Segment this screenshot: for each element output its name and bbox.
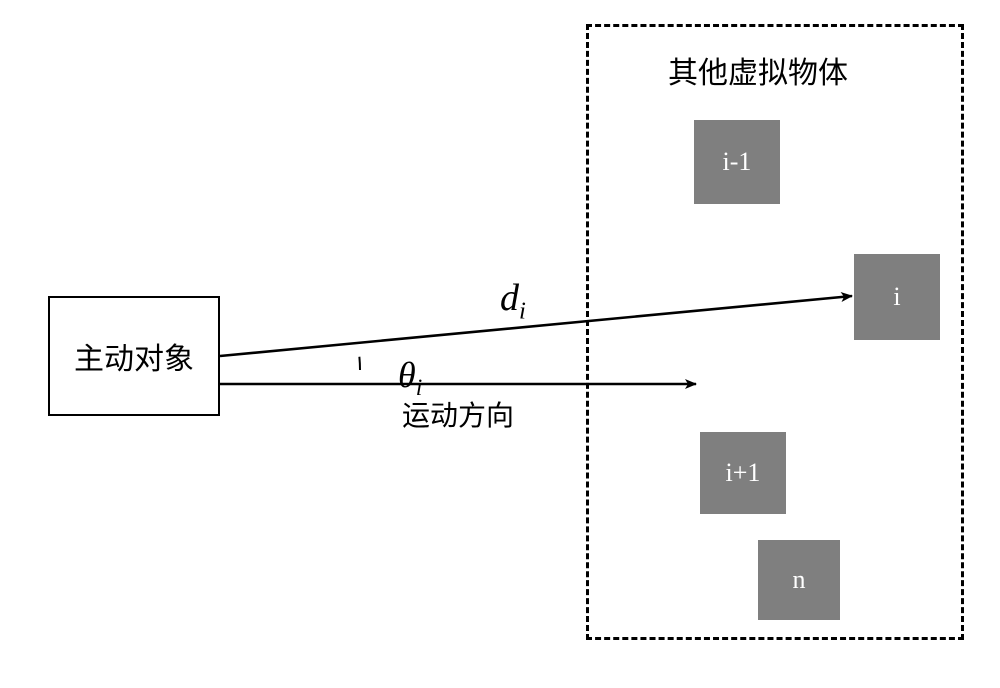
box-label: i+1 (726, 458, 761, 488)
box-label: i-1 (723, 147, 752, 177)
box-i: i (854, 254, 940, 340)
box-i-plus-1: i+1 (700, 432, 786, 514)
d-sub: i (519, 298, 526, 325)
label-d-i: di (500, 276, 526, 326)
box-n: n (758, 540, 840, 620)
main-object-label: 主动对象 (74, 334, 194, 378)
angle-arc (359, 357, 360, 370)
box-i-minus-1: i-1 (694, 120, 780, 204)
box-label: i (893, 282, 900, 312)
theta-main: θ (398, 355, 416, 395)
d-main: d (500, 277, 519, 319)
diagram-canvas: 主动对象 其他虚拟物体 i-1 i i+1 n di θ i 运动方向 (0, 0, 1000, 688)
main-object-box: 主动对象 (48, 296, 220, 416)
virtual-objects-title: 其他虚拟物体 (668, 48, 848, 92)
box-label: n (793, 565, 806, 595)
label-motion-direction: 运动方向 (402, 394, 514, 434)
